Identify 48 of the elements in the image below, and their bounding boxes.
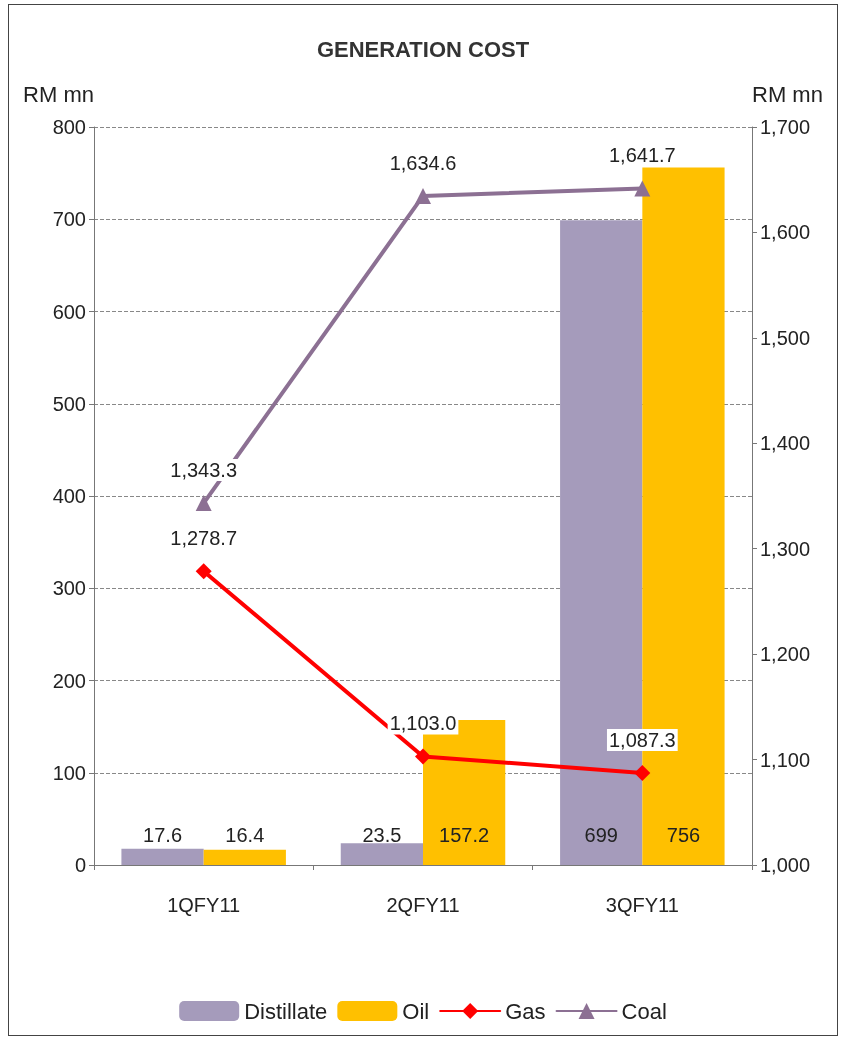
y-tick-label: 500 <box>52 392 86 415</box>
point <box>415 187 431 204</box>
y-axis-title: RM mn <box>23 81 94 107</box>
data-label: 1,641.7 <box>608 144 676 167</box>
y-tick-label: 800 <box>52 116 86 138</box>
y-tick-label: 700 <box>52 208 86 231</box>
y-tick-label: 300 <box>52 577 86 600</box>
y-tick-label: 200 <box>52 669 86 692</box>
y-tick-label: 100 <box>52 761 86 784</box>
y2-tick-label: 1,500 <box>760 326 811 349</box>
y2-tick-label: 1,400 <box>760 432 811 455</box>
y2-tick-label: 1,000 <box>760 854 811 876</box>
y-tick-label: 600 <box>52 300 86 323</box>
legend-label: Oil <box>402 998 430 1024</box>
data-label: 1,343.3 <box>170 459 238 482</box>
data-label: 1,103.0 <box>389 712 457 735</box>
data-label: 1,087.3 <box>608 728 676 751</box>
point <box>634 180 651 197</box>
x-tick-label: 2QFY11 <box>386 894 460 916</box>
data-label: 16.4 <box>225 824 265 846</box>
bar <box>203 849 286 865</box>
point <box>195 495 212 512</box>
y2-tick-label: 1,200 <box>760 643 811 666</box>
bar <box>121 848 204 865</box>
y2-axis-title: RM mn <box>752 81 823 107</box>
y-tick-label: 400 <box>52 485 86 507</box>
data-label: 1,278.7 <box>170 527 238 550</box>
y2-tick-label: 1,600 <box>760 221 811 244</box>
point <box>415 748 431 765</box>
y-tick-label: 0 <box>74 854 86 876</box>
legend-label: Coal <box>621 998 667 1024</box>
data-label: 756 <box>666 824 701 846</box>
data-label: 157.2 <box>439 824 490 846</box>
data-label: 1,634.6 <box>389 151 457 174</box>
y2-tick-label: 1,700 <box>760 116 811 138</box>
data-label: 699 <box>584 824 618 846</box>
point <box>634 764 651 781</box>
y2-tick-label: 1,100 <box>760 748 811 771</box>
x-tick-label: 3QFY11 <box>605 894 679 916</box>
point <box>195 563 212 580</box>
chart-title: GENERATION COST <box>316 36 530 62</box>
legend-label: Distillate <box>244 998 328 1024</box>
x-tick-label: 1QFY11 <box>167 894 241 916</box>
legend-label: Gas <box>505 998 546 1024</box>
data-label: 17.6 <box>143 824 183 846</box>
bar <box>340 843 423 865</box>
data-label: 23.5 <box>362 824 402 846</box>
y2-tick-label: 1,300 <box>760 537 811 560</box>
